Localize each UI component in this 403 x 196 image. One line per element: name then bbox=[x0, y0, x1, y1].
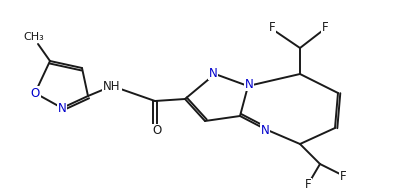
Text: O: O bbox=[30, 86, 39, 100]
Text: O: O bbox=[152, 124, 162, 138]
Text: F: F bbox=[269, 21, 275, 34]
Text: N: N bbox=[261, 123, 269, 136]
Text: NH: NH bbox=[103, 80, 121, 93]
Text: CH₃: CH₃ bbox=[24, 32, 44, 42]
Text: N: N bbox=[58, 102, 66, 114]
Text: F: F bbox=[340, 170, 346, 182]
Text: N: N bbox=[209, 66, 217, 80]
Text: F: F bbox=[322, 21, 328, 34]
Text: N: N bbox=[245, 77, 253, 91]
Text: F: F bbox=[305, 179, 311, 191]
